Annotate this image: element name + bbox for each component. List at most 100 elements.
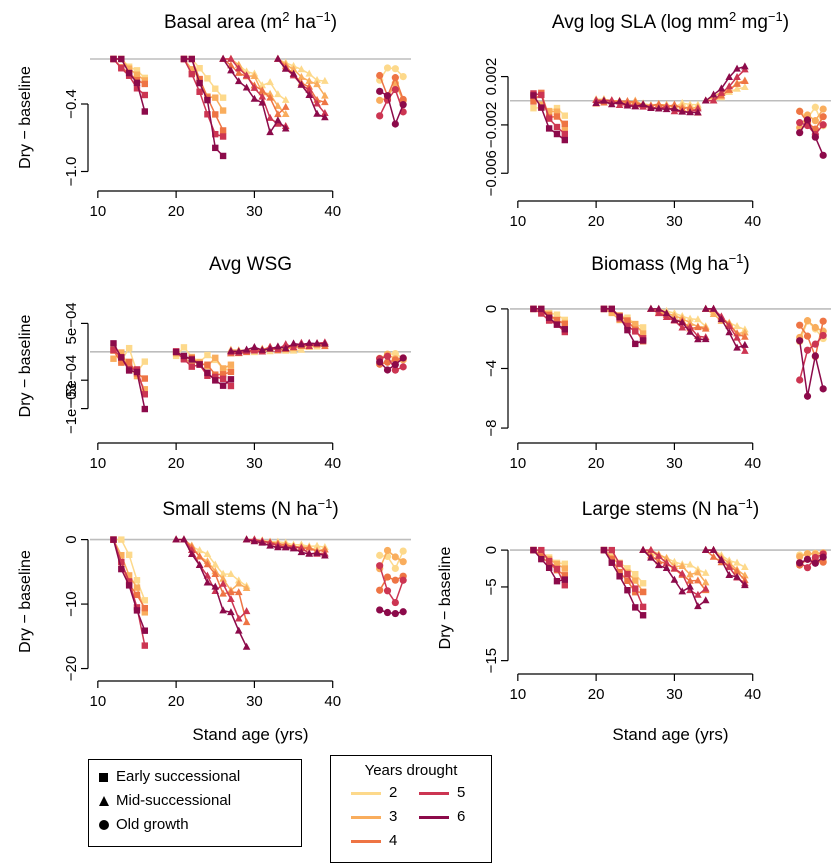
data-point-triangle [313, 541, 321, 549]
data-point-triangle [289, 65, 298, 73]
data-point-triangle [281, 543, 290, 551]
data-point-square [600, 546, 608, 554]
y-tick-label: −0.4 [63, 89, 80, 119]
x-tick-label: 10 [89, 455, 106, 472]
data-point-square [133, 591, 141, 599]
data-point-square [188, 55, 195, 63]
data-point-triangle [670, 575, 679, 583]
data-point-square [188, 356, 195, 363]
data-point-square [204, 75, 211, 82]
data-point-triangle [686, 314, 694, 322]
data-point-triangle [211, 582, 220, 590]
data-point-square [616, 560, 623, 567]
data-point-triangle [274, 342, 282, 350]
series-line [378, 75, 404, 100]
x-tick-label: 40 [324, 455, 341, 472]
data-point-square [118, 65, 125, 72]
data-point-triangle [227, 346, 235, 354]
data-point-circle [376, 562, 384, 570]
data-point-triangle [678, 562, 687, 570]
data-point-square [227, 382, 235, 390]
data-point-triangle [654, 309, 663, 317]
data-point-circle [803, 564, 812, 572]
data-point-triangle [701, 568, 710, 576]
data-point-square [624, 317, 631, 324]
data-point-triangle [725, 73, 734, 81]
data-point-square [639, 612, 647, 619]
data-point-triangle [281, 340, 290, 348]
data-point-triangle [313, 548, 321, 556]
data-point-square [632, 577, 639, 584]
y-tick-label: 0 [483, 305, 500, 313]
series-line [379, 67, 404, 81]
series-line [379, 90, 404, 127]
x-tick-label: 40 [744, 686, 761, 703]
circle-marker-icon [99, 820, 109, 831]
data-point-square [196, 79, 203, 87]
data-point-square [530, 92, 537, 99]
data-point-square [227, 368, 235, 376]
data-point-circle [796, 107, 804, 115]
data-point-square [545, 115, 553, 122]
data-point-square [118, 349, 125, 356]
data-point-square [141, 609, 149, 616]
data-point-triangle [694, 323, 702, 331]
data-point-square [624, 565, 631, 572]
data-point-circle [796, 337, 804, 345]
data-point-square [553, 130, 561, 138]
data-point-square [188, 363, 195, 370]
data-point-square [141, 391, 149, 398]
data-point-triangle [694, 108, 702, 116]
y-tick-label: −0.002 [483, 102, 500, 148]
chart-panel-4: Small stems (N ha−1) 0 −10 −20 10 20 30 40 Dry −… [17, 496, 411, 744]
data-point-square [624, 322, 631, 330]
series-group [172, 344, 235, 390]
data-point-triangle [741, 581, 749, 589]
data-point-triangle [670, 557, 679, 565]
data-point-square [141, 375, 149, 382]
x-tick-label: 40 [744, 455, 761, 472]
data-point-circle [383, 352, 392, 360]
data-point-triangle [297, 548, 306, 556]
y-tick-label: −5e−04 [63, 355, 80, 406]
data-point-triangle [289, 343, 298, 351]
data-point-triangle [266, 541, 274, 549]
data-point-triangle [234, 347, 243, 355]
data-point-triangle [741, 62, 749, 70]
data-point-triangle [733, 84, 741, 92]
data-point-triangle [647, 553, 655, 561]
data-point-triangle [172, 535, 180, 543]
y-tick-label: −4 [483, 360, 500, 377]
data-point-square [538, 555, 545, 563]
data-point-square [219, 375, 227, 383]
data-point-square [133, 67, 141, 74]
legend-item-year-2: 2 [351, 784, 397, 801]
data-point-circle [399, 354, 407, 362]
data-point-triangle [686, 327, 694, 335]
data-point-square [118, 558, 125, 566]
data-point-triangle [219, 569, 227, 577]
series-group [639, 545, 710, 610]
data-point-circle [796, 321, 804, 329]
series-group [376, 546, 407, 618]
data-point-triangle [219, 574, 227, 582]
data-point-triangle [701, 584, 710, 592]
data-point-triangle [250, 346, 259, 354]
data-point-square [538, 305, 545, 313]
data-point-triangle [662, 309, 671, 317]
data-point-triangle [709, 545, 718, 553]
data-point-square [616, 313, 623, 321]
line-swatch-icon [419, 815, 449, 819]
data-point-square [639, 337, 647, 344]
series-group [592, 94, 702, 116]
data-point-square [561, 112, 569, 119]
data-point-triangle [607, 100, 616, 108]
data-point-square [133, 368, 141, 376]
data-point-triangle [297, 72, 306, 80]
data-point-triangle [321, 551, 329, 559]
data-point-square [110, 536, 117, 543]
data-point-triangle [647, 104, 655, 112]
data-point-circle [811, 103, 819, 111]
data-point-triangle [242, 642, 251, 650]
data-point-circle [399, 576, 407, 584]
